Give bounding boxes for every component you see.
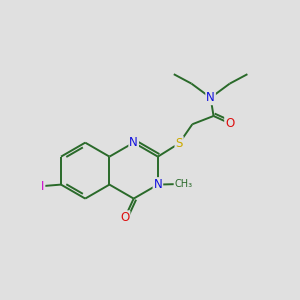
- Text: S: S: [176, 137, 183, 150]
- Text: O: O: [225, 117, 234, 130]
- Text: CH₃: CH₃: [175, 179, 193, 189]
- Text: O: O: [120, 211, 130, 224]
- Text: N: N: [129, 136, 138, 149]
- Text: N: N: [154, 178, 162, 191]
- Text: I: I: [41, 180, 44, 193]
- Text: N: N: [206, 91, 215, 104]
